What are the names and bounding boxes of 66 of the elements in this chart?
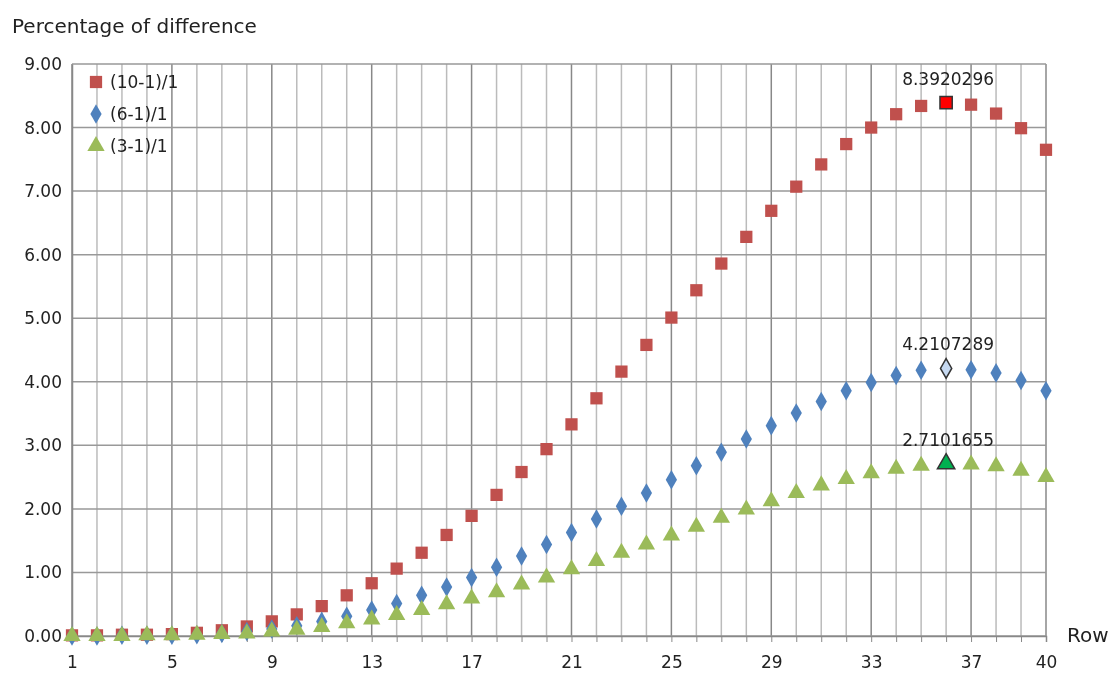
point (540, 443, 553, 456)
point (665, 311, 678, 324)
point (715, 257, 728, 270)
point (1014, 122, 1028, 135)
x-tick-label: 37 (960, 652, 983, 673)
y-tick-label: 2.00 (24, 498, 62, 519)
point (964, 98, 978, 111)
x-tick-label: 9 (266, 652, 278, 673)
point (415, 546, 428, 559)
point (440, 528, 453, 542)
point (815, 158, 828, 171)
point (490, 488, 503, 502)
point (790, 180, 803, 193)
data-label: 2.7101655 (902, 429, 995, 450)
y-tick-label: 1.00 (24, 562, 62, 583)
point (487, 582, 506, 598)
y-tick-label: 0.00 (24, 625, 62, 646)
point (388, 605, 406, 621)
point (365, 577, 378, 590)
x-tick-label: 21 (561, 652, 583, 673)
x-tick-label: 5 (166, 652, 178, 673)
point (390, 562, 403, 575)
data-label: 8.3920296 (902, 68, 995, 89)
y-tick-label: 3.00 (24, 435, 62, 456)
y-tick-label: 4.00 (24, 371, 62, 392)
point (465, 509, 478, 522)
y-tick-label: 9.00 (24, 53, 62, 74)
point (1039, 143, 1053, 156)
y-tick-label: 5.00 (24, 308, 62, 329)
point (587, 551, 606, 567)
x-tick-label: 1 (67, 652, 78, 673)
point (765, 204, 778, 217)
x-tick-label: 33 (860, 652, 883, 673)
x-tick-label: 13 (361, 652, 384, 673)
point (640, 338, 653, 352)
y-tick-label: 8.00 (24, 117, 62, 138)
point (515, 465, 528, 479)
point (865, 121, 878, 134)
point (615, 365, 628, 378)
point (590, 392, 603, 405)
point (315, 600, 328, 613)
point (840, 137, 853, 151)
point (340, 589, 353, 602)
point (1037, 467, 1055, 483)
y-axis-title: Percentage of difference (12, 14, 257, 38)
point (890, 108, 903, 121)
data-label: 4.2107289 (902, 334, 995, 355)
legend-label: (3-1)/1 (110, 136, 168, 156)
y-tick-label: 6.00 (24, 244, 62, 265)
x-tick-label: 17 (461, 652, 483, 673)
point (690, 284, 703, 297)
point (989, 107, 1003, 120)
point (313, 617, 331, 633)
y-tick-label: 7.00 (24, 181, 62, 202)
point (939, 95, 953, 110)
point (290, 608, 303, 621)
x-tick-label: 29 (760, 652, 783, 673)
legend-label: (10-1)/1 (110, 72, 179, 92)
x-tick-label: 25 (661, 652, 683, 673)
point (565, 418, 578, 431)
point (915, 99, 928, 113)
legend-label: (6-1)/1 (110, 104, 168, 124)
point (740, 230, 753, 243)
x-tick-label: 40 (1035, 652, 1058, 673)
x-axis-title: Row (1067, 623, 1109, 647)
point (837, 469, 855, 485)
